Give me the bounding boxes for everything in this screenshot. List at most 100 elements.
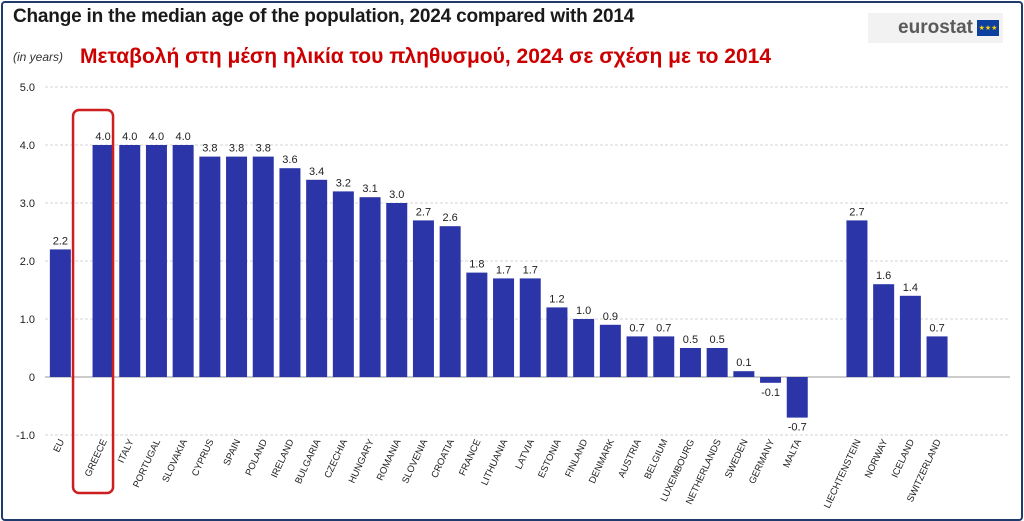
data-label: 0.7: [656, 322, 671, 334]
x-tick-label: LITHUANIA: [479, 437, 510, 487]
data-label: 3.2: [336, 177, 351, 189]
x-tick-label: CROATIA: [429, 437, 457, 480]
greek-title: Μεταβολή στη μέση ηλικία του πληθυσμού, …: [80, 45, 772, 68]
data-label: 4.0: [149, 131, 164, 143]
x-tick-label: SLOVENIA: [400, 437, 430, 485]
x-tick-label: IRELAND: [269, 438, 296, 480]
x-tick-label: DENMARK: [587, 437, 617, 485]
data-label: 2.7: [416, 206, 431, 218]
bar: [519, 278, 541, 377]
x-tick-label: FINLAND: [563, 438, 590, 480]
data-label: 1.0: [576, 305, 591, 317]
x-tick-label: HUNGARY: [347, 437, 377, 485]
chart-unit-label: (in years): [13, 50, 64, 64]
y-tick-label: 2.0: [20, 256, 35, 268]
data-label: -0.7: [788, 422, 807, 434]
bar: [926, 336, 948, 377]
x-tick-label: SWEDEN: [723, 437, 751, 480]
bar: [733, 371, 755, 377]
data-label: 2.6: [443, 212, 458, 224]
x-tick-label: ICELAND: [890, 438, 917, 480]
greece-highlight-box: [71, 108, 115, 495]
y-tick-label: 5.0: [20, 82, 35, 94]
bar: [466, 272, 488, 377]
x-tick-label: NORWAY: [863, 437, 891, 480]
data-label: 1.6: [876, 270, 891, 282]
data-label: 1.7: [523, 264, 538, 276]
data-label: 1.2: [549, 293, 564, 305]
bar: [846, 220, 868, 377]
data-label: 1.7: [496, 264, 511, 276]
data-label: 3.8: [229, 143, 244, 155]
data-label: 3.1: [362, 183, 377, 195]
data-label: 3.0: [389, 189, 404, 201]
y-tick-label: 4.0: [20, 140, 35, 152]
bar: [49, 249, 71, 377]
bar: [119, 145, 141, 377]
x-tick-label: BELGIUM: [642, 438, 670, 481]
data-label: 1.4: [903, 282, 918, 294]
x-tick-label: CZECHIA: [322, 437, 350, 480]
x-tick-label: GREECE: [83, 438, 110, 479]
x-tick-label: ROMANIA: [375, 437, 404, 482]
data-label: 2.7: [849, 206, 864, 218]
data-label: 0.5: [683, 334, 698, 346]
data-label: 0.7: [929, 322, 944, 334]
x-tick-label: GERMANY: [747, 437, 778, 486]
bar: [679, 348, 701, 377]
data-label: 3.6: [282, 154, 297, 166]
bar: [306, 179, 328, 377]
eurostat-logo: eurostat ★★★: [868, 13, 1003, 43]
bar: [359, 197, 381, 377]
x-tick-label: PORTUGAL: [131, 438, 163, 490]
x-tick-label: MALTA: [781, 437, 804, 470]
data-label: 4.0: [176, 131, 191, 143]
bar: [626, 336, 648, 377]
y-tick-label: 3.0: [20, 198, 35, 210]
bar: [706, 348, 728, 377]
x-tick-label: ITALY: [116, 437, 137, 465]
bar: [546, 307, 568, 377]
logo-text: eurostat: [898, 17, 973, 38]
bar: [172, 145, 194, 377]
bar: [279, 168, 301, 377]
x-tick-label: AUSTRIA: [616, 437, 644, 480]
x-tick-label: CYPRUS: [190, 438, 217, 479]
bar: [873, 284, 895, 377]
bar: [573, 319, 595, 377]
data-label: 3.4: [309, 166, 324, 178]
x-tick-label: ESTONIA: [536, 437, 564, 480]
bar: [493, 278, 515, 377]
x-tick-label: POLAND: [243, 438, 270, 478]
data-label: 0.7: [629, 322, 644, 334]
bar: [439, 226, 461, 377]
bar: [226, 156, 248, 377]
x-tick-label: SLOVAKIA: [160, 437, 190, 484]
bar: [899, 295, 921, 377]
data-label: 4.0: [122, 131, 137, 143]
data-label: 2.2: [53, 235, 68, 247]
bar: [332, 191, 354, 377]
data-label: 0.9: [603, 311, 618, 323]
bar: [386, 203, 408, 377]
bar: [199, 156, 221, 377]
bar: [145, 145, 167, 377]
y-tick-label: 0: [29, 372, 35, 384]
x-tick-label: FRANCE: [457, 438, 483, 478]
bar: [252, 156, 274, 377]
chart-title: Change in the median age of the populati…: [13, 6, 635, 27]
data-label: 1.8: [469, 259, 484, 271]
y-tick-label: -1.0: [16, 430, 35, 442]
x-tick-label: BULGARIA: [293, 437, 324, 486]
x-tick-label: LIECHTENSTEIN: [822, 438, 864, 511]
bar: [412, 220, 434, 377]
bar: [786, 377, 808, 418]
bar: [653, 336, 675, 377]
data-label: 3.8: [256, 143, 271, 155]
data-label: -0.1: [761, 387, 780, 399]
data-label: 0.1: [736, 357, 751, 369]
bar: [599, 324, 621, 377]
bar: [92, 145, 114, 377]
y-tick-label: 1.0: [20, 314, 35, 326]
